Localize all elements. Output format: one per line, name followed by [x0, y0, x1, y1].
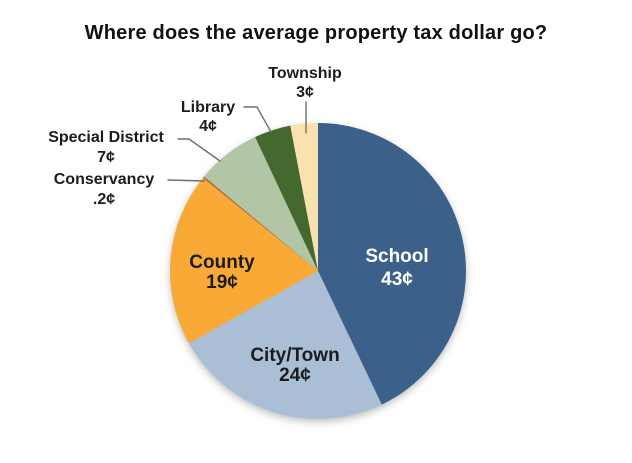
leader-line-special-district: [177, 138, 221, 162]
slice-city-town: [188, 271, 382, 420]
slice-school: [318, 123, 466, 405]
slice-county: [169, 177, 318, 344]
slice-label-city-town: City/Town: [250, 345, 339, 366]
slice-special-district: [204, 137, 318, 271]
callout-label-library: Library: [181, 99, 235, 116]
slice-label-school: School: [365, 246, 428, 267]
callout-label-township: Township: [268, 65, 342, 82]
callout-value-library: 4¢: [199, 118, 217, 135]
leader-line-library: [243, 106, 272, 133]
callout-value-special-district: 7¢: [97, 149, 115, 166]
slice-library: [255, 125, 318, 271]
slice-township: [290, 122, 318, 271]
callout-value-conservancy: .2¢: [93, 191, 115, 208]
callout-value-township: 3¢: [296, 84, 314, 101]
slice-value-school: 43¢: [381, 269, 413, 290]
slice-value-county: 19¢: [206, 272, 238, 293]
pie-slices: [169, 122, 466, 420]
slice-value-city-town: 24¢: [279, 365, 311, 386]
slice-label-county: County: [189, 252, 255, 273]
callout-label-conservancy: Conservancy: [54, 171, 155, 188]
chart-title: Where does the average property tax doll…: [84, 22, 548, 44]
callout-label-special-district: Special District: [48, 129, 164, 146]
leader-line-conservancy: [167, 179, 205, 182]
slice-conservancy: [202, 176, 318, 271]
